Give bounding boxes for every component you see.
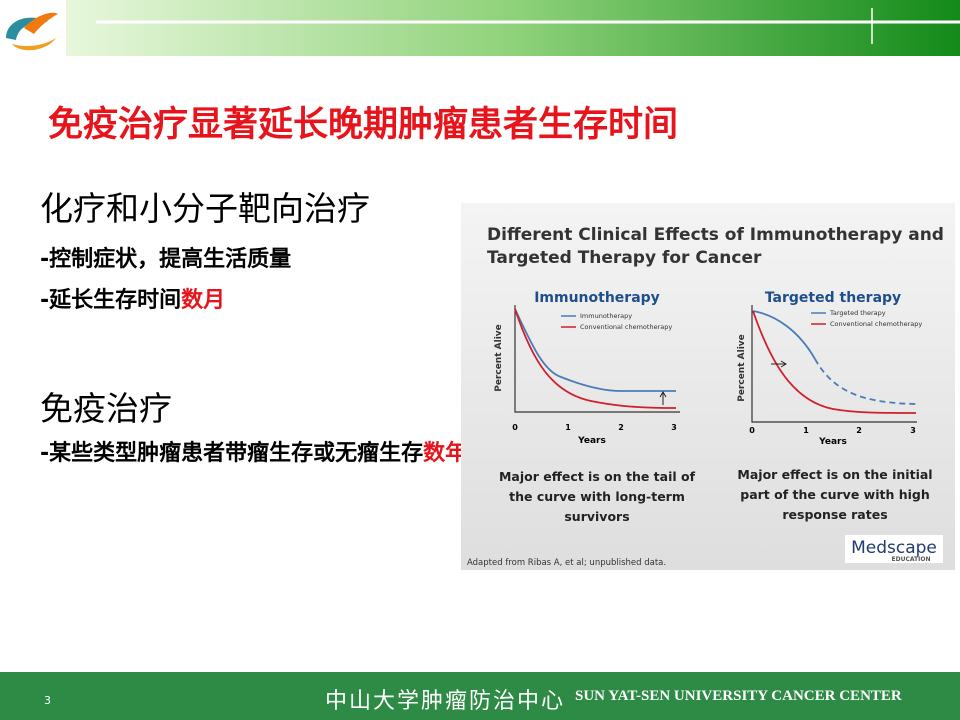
caption: the curve with long-term	[509, 489, 685, 504]
legend-text: Conventional chemotherapy	[830, 320, 922, 328]
logo	[6, 12, 58, 51]
x-label: Years	[818, 437, 847, 447]
figure-title: Targeted Therapy for Cancer	[487, 248, 762, 268]
logo-text: Medscape	[851, 538, 937, 558]
bullet: -控制症状，提高生活质量	[40, 243, 487, 276]
curve	[514, 308, 677, 409]
figure-bg	[461, 203, 955, 570]
axes	[751, 305, 917, 423]
legend-text: Immunotherapy	[580, 312, 632, 320]
bullet: -延长生存时间数月	[40, 284, 487, 317]
header-bar	[6, 0, 960, 56]
x-label: Years	[577, 436, 606, 446]
curve	[752, 310, 917, 414]
bullet-text: -某些类型肿瘤患者带瘤生存或无瘤生存	[40, 441, 424, 466]
org-cn: 中山大学肿瘤防治中心	[325, 689, 566, 714]
x-tick-label: 1	[803, 426, 809, 435]
x-tick-label: 0	[749, 426, 755, 435]
curve	[514, 308, 676, 392]
bullet-text: -延长生存时间	[40, 288, 182, 313]
page-number: 3	[44, 694, 51, 707]
legend-text: Targeted therapy	[829, 309, 886, 317]
legend-text: Conventional chemotherapy	[580, 323, 672, 331]
caption: Major effect is on the tail of	[499, 469, 696, 484]
figure: Different Clinical Effects of Immunother…	[461, 203, 955, 570]
org-en: SUN YAT-SEN UNIVERSITY CANCER CENTER	[575, 688, 902, 704]
x-tick-label: 0	[512, 423, 518, 432]
x-tick-label: 2	[618, 423, 624, 432]
axes	[514, 305, 680, 413]
curve	[814, 358, 917, 405]
bullet-text: -控制症状，提高生活质量	[40, 247, 292, 272]
source: Adapted from Ribas A, et al; unpublished…	[467, 558, 666, 568]
panel-title: Targeted therapy	[765, 290, 901, 306]
arrow	[771, 360, 787, 368]
panel-title: Immunotherapy	[534, 290, 660, 306]
caption: survivors	[564, 509, 629, 524]
x-tick-label: 3	[671, 423, 677, 432]
logo-sub: EDUCATION	[892, 556, 931, 563]
y-label: Percent Alive	[737, 334, 747, 402]
header-gradient	[66, 0, 960, 56]
bullet: -某些类型肿瘤患者带瘤生存或无瘤生存数年	[40, 437, 487, 470]
bullet-highlight: 数年	[423, 441, 468, 466]
caption: response rates	[782, 507, 887, 522]
caption: Major effect is on the initial	[737, 467, 932, 482]
section-heading: 化疗和小分子靶向治疗	[40, 189, 370, 228]
logo-bg	[845, 535, 943, 563]
x-tick-label: 2	[856, 426, 862, 435]
y-label: Percent Alive	[494, 324, 504, 392]
figure-title: Different Clinical Effects of Immunother…	[487, 225, 944, 245]
arrow	[659, 391, 667, 405]
slide-title: 免疫治疗显著延长晚期肿瘤患者生存时间	[48, 104, 679, 145]
footer: 3 中山大学肿瘤防治中心 SUN YAT-SEN UNIVERSITY CANC…	[0, 672, 960, 720]
bullet-highlight: 数月	[181, 288, 226, 313]
caption: part of the curve with high	[740, 487, 930, 502]
curve	[752, 310, 816, 360]
x-tick-label: 1	[565, 423, 571, 432]
section-heading: 免疫治疗	[40, 389, 172, 428]
x-tick-label: 3	[910, 426, 916, 435]
